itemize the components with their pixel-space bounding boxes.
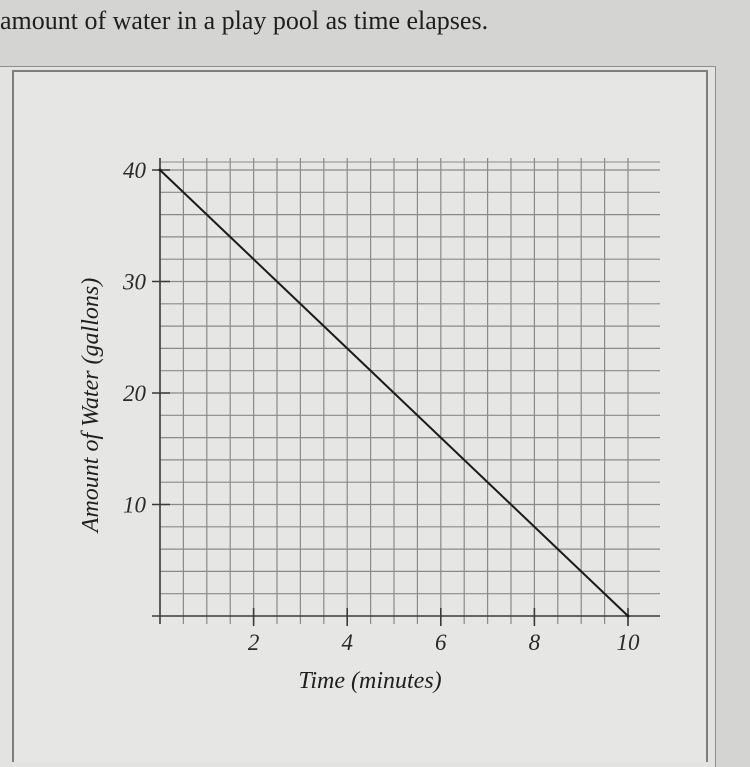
y-axis-title: Amount of Water (gallons)	[78, 278, 104, 534]
x-tick-label: 6	[435, 630, 447, 655]
water-chart: 2 4 6 8 10 10 20 30 40 Time (minutes) Amount of …	[78, 158, 660, 694]
y-tick-label: 10	[123, 493, 147, 518]
grid-layer	[160, 158, 660, 624]
question-caption: amount of water in a play pool as time e…	[0, 6, 489, 35]
y-tick-label: 40	[123, 158, 147, 183]
x-tick-label: 8	[529, 630, 541, 655]
label-layer: 2 4 6 8 10 10 20 30 40	[122, 158, 640, 655]
series-endpoint	[626, 614, 630, 618]
x-tick-label: 2	[248, 630, 260, 655]
axis-layer	[152, 158, 660, 626]
x-axis-title: Time (minutes)	[298, 668, 441, 694]
y-tick-label: 20	[123, 381, 147, 406]
series-endpoint	[158, 168, 162, 172]
x-tick-label: 4	[341, 630, 353, 655]
x-tick-label: 10	[617, 630, 641, 655]
y-tick-label: 30	[122, 270, 147, 295]
figure-frame-inner	[12, 70, 708, 762]
series-layer	[158, 168, 630, 618]
series-line	[159, 169, 629, 617]
